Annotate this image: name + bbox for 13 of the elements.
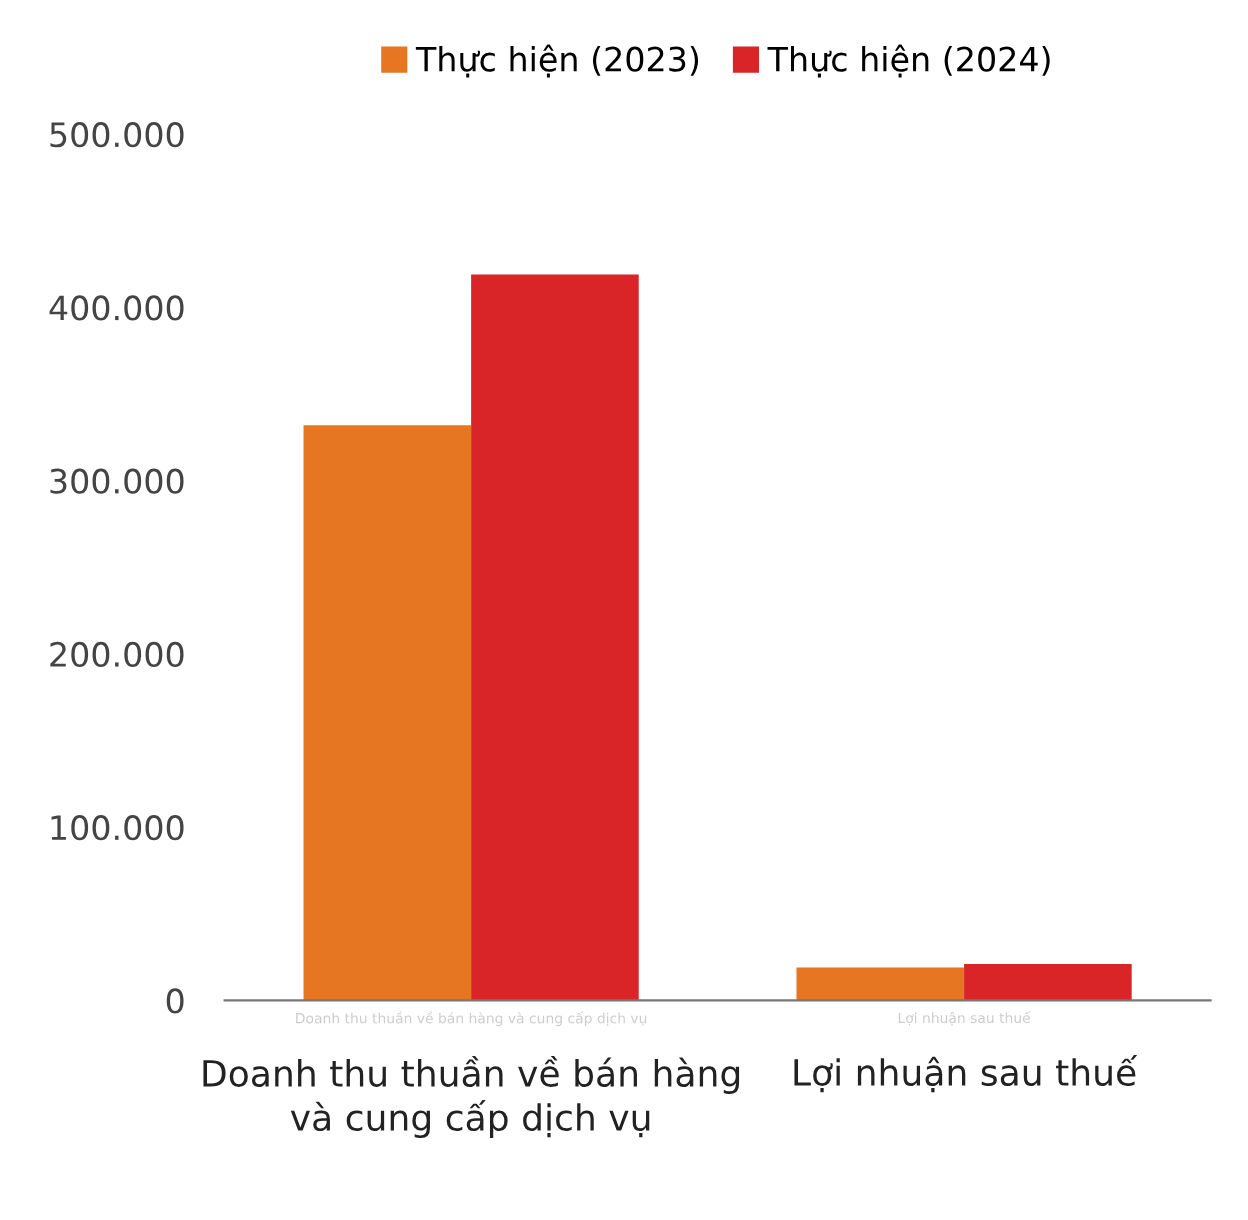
y-tick-label: 100.000 bbox=[51, 815, 184, 841]
y-tick-label: 500.000 bbox=[50, 122, 184, 148]
bar bbox=[303, 425, 472, 1001]
y-tick-label: 0 bbox=[166, 988, 184, 1014]
legend-label: Thực hiện (2023) bbox=[415, 44, 699, 78]
text: Lợi nhuận sau thuế bbox=[794, 1055, 1138, 1093]
y-tick-label: 200.000 bbox=[50, 641, 184, 668]
legend-label: Thực hiện (2024) bbox=[767, 44, 1050, 78]
bar bbox=[471, 274, 639, 1001]
y-tick-label: 300.000 bbox=[50, 468, 184, 494]
bar bbox=[964, 964, 1132, 1001]
y-tick-label: 400.000 bbox=[49, 295, 184, 321]
bar bbox=[796, 967, 965, 1001]
